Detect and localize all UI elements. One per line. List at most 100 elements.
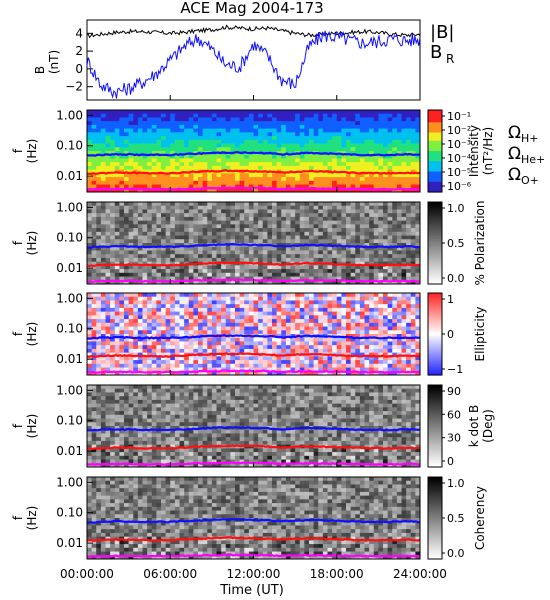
spectrogram-cell bbox=[383, 319, 389, 324]
spectrogram-cell bbox=[87, 272, 93, 278]
spectrogram-cell bbox=[253, 293, 259, 298]
spectrogram-cell bbox=[225, 180, 231, 186]
spectrogram-cell bbox=[184, 250, 190, 255]
spectrogram-cell bbox=[179, 173, 185, 178]
spectrogram-cell bbox=[221, 257, 227, 263]
spectrogram-cell bbox=[299, 231, 305, 237]
spectrogram-cell bbox=[253, 216, 259, 222]
spectrogram-cell bbox=[156, 265, 162, 270]
spectrogram-cell bbox=[309, 272, 315, 278]
spectrogram-cell bbox=[105, 341, 111, 346]
spectrogram-cell bbox=[161, 154, 167, 159]
spectrogram-cell bbox=[128, 231, 134, 237]
spectrogram-cell bbox=[313, 113, 319, 118]
spectrogram-cell bbox=[110, 128, 116, 133]
spectrogram-cell bbox=[156, 139, 162, 145]
spectrogram-cell bbox=[378, 330, 384, 335]
spectrogram-cell bbox=[290, 147, 296, 152]
spectrogram-cell bbox=[87, 330, 93, 335]
spectrogram-cell bbox=[369, 151, 375, 156]
spectrogram-cell bbox=[202, 307, 208, 313]
spectrogram-cell bbox=[304, 205, 310, 210]
spectrogram-cell bbox=[161, 231, 167, 237]
spectrogram-cell bbox=[179, 147, 185, 152]
spectrogram-cell bbox=[198, 311, 204, 316]
spectrogram-cell bbox=[188, 128, 194, 133]
spectrogram-cell bbox=[87, 293, 93, 298]
spectrogram-cell bbox=[318, 235, 324, 240]
spectrogram-cell bbox=[147, 220, 153, 225]
spectrogram-cell bbox=[114, 371, 120, 376]
spectrogram-cell bbox=[133, 235, 139, 240]
spectrogram-cell bbox=[170, 345, 176, 350]
spectrogram-cell bbox=[359, 322, 366, 328]
spectrogram-cell bbox=[87, 348, 93, 354]
spectrogram-cell bbox=[406, 337, 412, 342]
spectrogram-cell bbox=[341, 173, 347, 178]
spectrogram-cell bbox=[211, 110, 218, 115]
spectrogram-cell bbox=[105, 337, 111, 342]
spectrogram-cell bbox=[110, 280, 116, 285]
spectrogram-cell bbox=[179, 139, 185, 145]
spectrogram-cell bbox=[318, 213, 324, 218]
spectrogram-cell bbox=[355, 117, 361, 122]
spectrogram-cell bbox=[346, 360, 352, 365]
spectrogram-cell bbox=[133, 254, 139, 259]
spectrogram-cell bbox=[128, 202, 134, 207]
spectrogram-cell bbox=[128, 322, 134, 328]
spectrogram-cell bbox=[369, 180, 375, 186]
spectrogram-cell bbox=[133, 110, 139, 115]
spectrogram-cell bbox=[100, 228, 107, 233]
spectrogram-cell bbox=[248, 132, 255, 137]
spectrogram-cell bbox=[239, 173, 245, 178]
spectrogram-cell bbox=[193, 272, 199, 278]
spectrogram-cell bbox=[373, 151, 379, 156]
spectrogram-cell bbox=[327, 235, 333, 240]
spectrogram-cell bbox=[258, 319, 264, 324]
spectrogram-cell bbox=[304, 213, 310, 218]
spectrogram-cell bbox=[137, 158, 144, 163]
spectrogram-cell bbox=[174, 356, 181, 361]
spectrogram-cell bbox=[392, 261, 398, 266]
spectrogram-cell bbox=[341, 304, 347, 309]
spectrogram-cell bbox=[383, 269, 389, 274]
spectrogram-cell bbox=[396, 132, 403, 137]
spectrogram-cell bbox=[364, 322, 370, 328]
spectrogram-cell bbox=[184, 228, 190, 233]
spectrogram-cell bbox=[350, 272, 356, 278]
spectrogram-cell bbox=[216, 132, 222, 137]
spectrogram-cell bbox=[304, 371, 310, 376]
spectrogram-cell bbox=[355, 330, 361, 335]
spectrogram-cell bbox=[332, 202, 338, 207]
spectrogram-cell bbox=[295, 184, 301, 189]
spectrogram-cell bbox=[110, 173, 116, 178]
spectrogram-cell bbox=[91, 293, 97, 298]
spectrogram-cell bbox=[313, 311, 319, 316]
spectrogram-cell bbox=[202, 337, 208, 342]
spectrogram-cell bbox=[346, 202, 352, 207]
ion-line-H+ bbox=[86, 150, 421, 157]
spectrogram-cell bbox=[332, 184, 338, 189]
spectrogram-cell bbox=[235, 136, 241, 141]
spectrogram-cell bbox=[285, 162, 292, 167]
spectrogram-cell bbox=[373, 213, 379, 218]
spectrogram-cell bbox=[128, 121, 134, 126]
spectrogram-cell bbox=[235, 147, 241, 152]
spectrogram-cell bbox=[387, 143, 393, 148]
spectrogram-cell bbox=[193, 132, 199, 137]
spectrogram-cell bbox=[87, 243, 93, 248]
spectrogram-cell bbox=[332, 177, 338, 182]
spectrogram-cell bbox=[248, 239, 255, 244]
spectrogram-cell bbox=[239, 177, 245, 182]
spectrogram-cell bbox=[341, 209, 347, 214]
spectrogram-cell bbox=[248, 136, 255, 141]
spectrogram-cell bbox=[290, 254, 296, 259]
spectrogram-cell bbox=[313, 363, 319, 369]
spectrogram-cell bbox=[369, 169, 375, 174]
spectrogram-cell bbox=[387, 293, 393, 298]
spectrogram-cell bbox=[383, 367, 389, 372]
spectrogram-cell bbox=[285, 307, 292, 313]
spectrogram-cell bbox=[392, 243, 398, 248]
spectrogram-cell bbox=[415, 173, 421, 178]
colorbar-cell bbox=[428, 269, 442, 273]
